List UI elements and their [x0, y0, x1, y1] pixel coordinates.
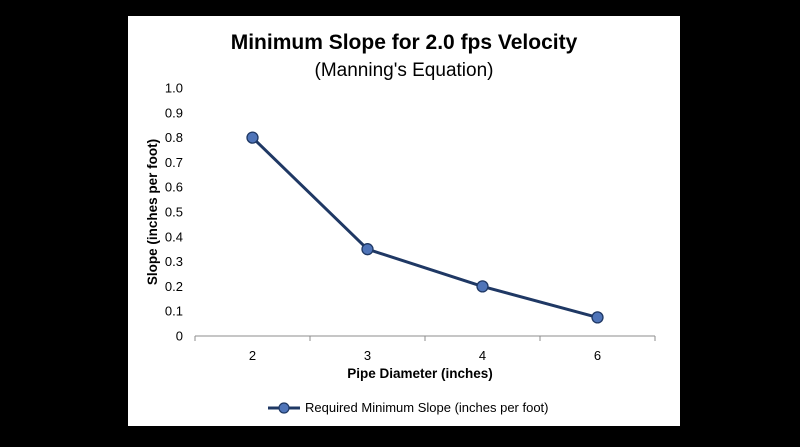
y-tick-label: 1.0 — [165, 81, 183, 96]
data-point — [246, 131, 259, 144]
chart-subtitle: (Manning's Equation) — [315, 60, 494, 81]
y-tick-label: 0.1 — [165, 304, 183, 319]
y-tick-label: 0.7 — [165, 155, 183, 170]
chart-title: Minimum Slope for 2.0 fps Velocity — [231, 31, 578, 54]
x-axis-ticks: 2 3 4 6 — [194, 336, 656, 363]
legend-marker-swatch — [278, 402, 290, 414]
legend-label: Required Minimum Slope (inches per foot) — [305, 400, 549, 415]
series-line — [251, 136, 598, 319]
data-point — [591, 311, 604, 324]
legend: Required Minimum Slope (inches per foot) — [268, 400, 549, 415]
data-point — [476, 280, 489, 293]
x-tick-label: 3 — [364, 348, 371, 363]
y-tick-label: 0.3 — [165, 254, 183, 269]
y-tick-label: 0.4 — [165, 229, 183, 244]
x-axis-title: Pipe Diameter (inches) — [347, 366, 493, 381]
chart-background — [128, 16, 680, 426]
x-tick-label: 2 — [249, 348, 256, 363]
y-tick-label: 0.2 — [165, 279, 183, 294]
series-layer — [246, 131, 604, 324]
x-tick-label: 4 — [479, 348, 486, 363]
y-axis-title: Slope (inches per foot) — [145, 139, 160, 285]
x-tick-label: 6 — [594, 348, 601, 363]
y-tick-label: 0.6 — [165, 180, 183, 195]
y-tick-label: 0.9 — [165, 105, 183, 120]
y-axis-ticks: 0 0.1 0.2 0.3 0.4 0.5 0.6 0.7 0.8 0.9 1.0 — [165, 81, 183, 344]
y-tick-label: 0.8 — [165, 130, 183, 145]
y-tick-label: 0 — [176, 329, 183, 344]
y-tick-label: 0.5 — [165, 205, 183, 220]
data-point — [361, 243, 374, 256]
